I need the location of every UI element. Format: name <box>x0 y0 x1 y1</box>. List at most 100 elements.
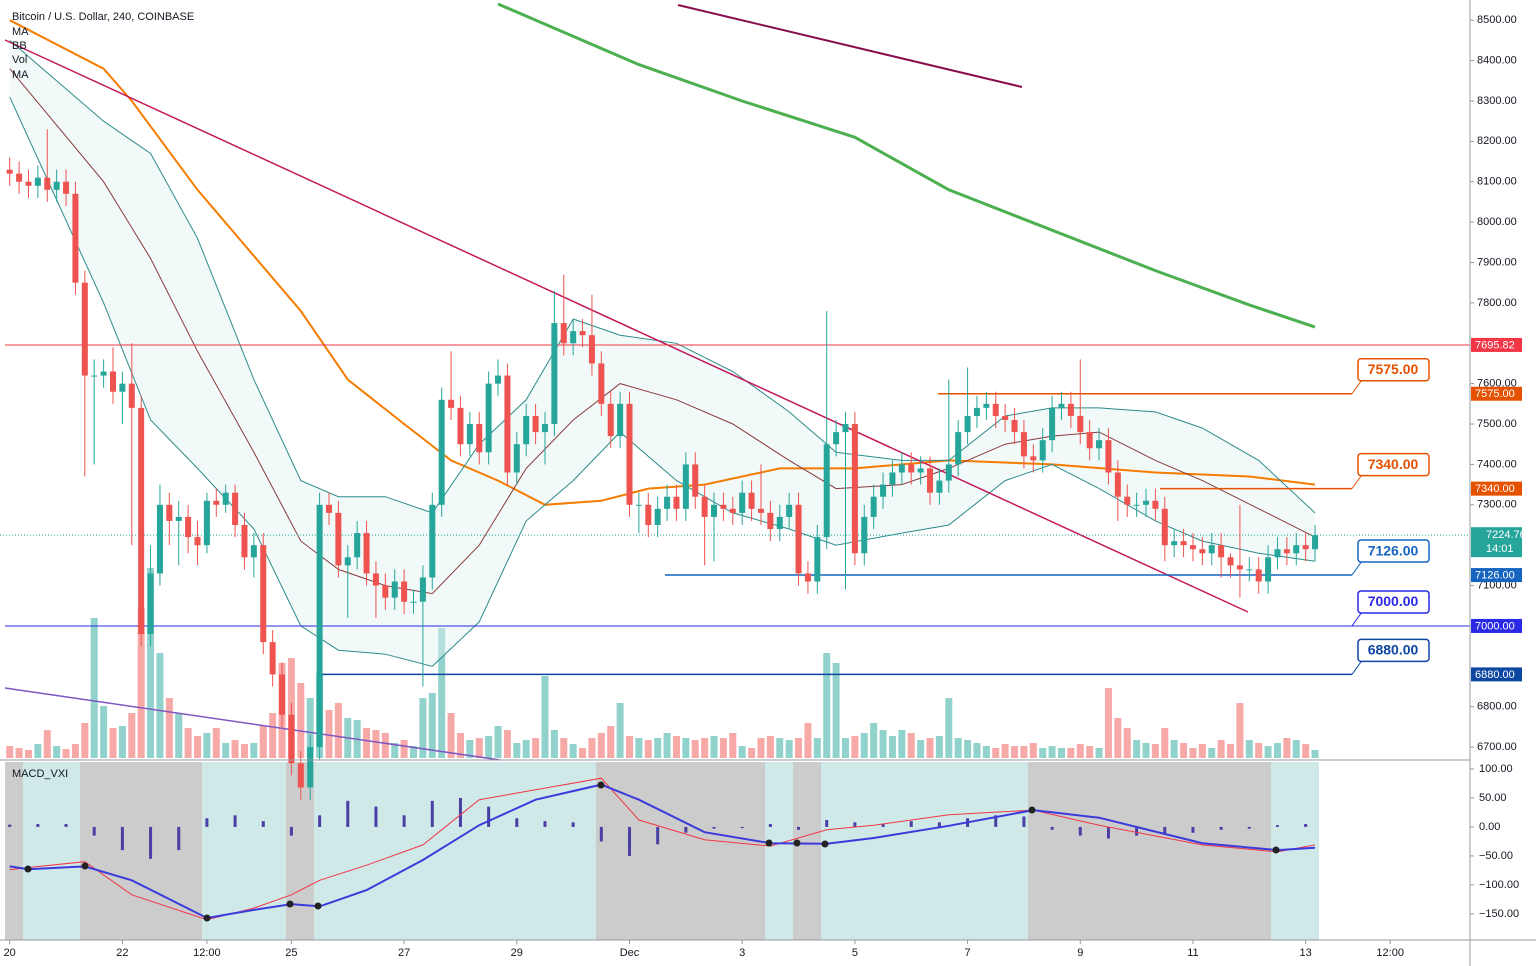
volume-bar <box>522 740 530 758</box>
candle-body <box>851 424 858 554</box>
candle-body <box>579 331 586 336</box>
candle-body <box>1293 545 1300 554</box>
macd-histogram-bar <box>177 826 181 851</box>
candle-body <box>626 403 633 505</box>
volume-bar <box>1283 738 1291 758</box>
candle-body <box>316 504 323 748</box>
volume-bar <box>410 746 418 758</box>
y-tick-label: 7100.00 <box>1477 579 1517 591</box>
candle-body <box>1011 419 1018 433</box>
overlay-line <box>9 96 1316 667</box>
macd-histogram-bar <box>768 824 772 827</box>
macd-histogram-bar <box>628 826 632 856</box>
candle-body <box>945 464 952 481</box>
y-tick-label: 8300.00 <box>1477 95 1517 107</box>
trend-line <box>4 687 501 761</box>
candle-body <box>6 169 13 174</box>
volume-bar <box>1142 743 1150 758</box>
macd-histogram-bar <box>937 822 941 827</box>
volume-bar <box>334 703 342 758</box>
volume-bar <box>1086 746 1094 758</box>
volume-bar <box>485 736 493 758</box>
callout <box>1351 660 1363 675</box>
callout-label: 7340.00 <box>1368 456 1419 472</box>
volume-bar <box>1076 744 1084 758</box>
volume-bar <box>870 723 878 758</box>
volume-bar <box>1104 688 1112 758</box>
countdown-label: 14:01 <box>1486 543 1514 555</box>
price-badge <box>1471 481 1522 496</box>
candle-body <box>983 403 990 408</box>
volume-bar <box>588 738 596 758</box>
volume-bar <box>691 740 699 758</box>
volume-bar <box>879 730 887 758</box>
volume-bar <box>53 746 61 758</box>
volume-bar <box>147 568 155 758</box>
macd-histogram-bar <box>740 826 744 829</box>
volume-bar <box>269 713 277 758</box>
candle-body <box>776 516 783 530</box>
cross-dot <box>24 865 32 873</box>
volume-bar <box>391 743 399 758</box>
x-tick-label: 12:00 <box>193 947 221 959</box>
candle-body <box>485 383 492 453</box>
volume-bar <box>541 676 549 758</box>
macd-y-tick-label: 100.00 <box>1479 763 1513 775</box>
volume-bar <box>898 730 906 758</box>
candle-body <box>1020 432 1027 457</box>
volume-bar <box>325 710 333 758</box>
candle-body <box>1143 500 1150 505</box>
candle-body <box>927 468 934 493</box>
volume-bar <box>851 736 859 758</box>
volume-bar <box>917 740 925 758</box>
price-badge <box>1471 386 1522 401</box>
candle-body <box>786 504 793 517</box>
volume-bar <box>109 728 117 758</box>
macd-line <box>9 783 1316 920</box>
levels: 7575.00 7340.00 7126.00 7000.00 6880.00 <box>0 344 1470 676</box>
macd-signal-line <box>9 777 1316 921</box>
volume-bar <box>118 726 126 758</box>
y-tick-label: 8000.00 <box>1477 216 1517 228</box>
callout-label: 7000.00 <box>1368 593 1419 609</box>
candle-body <box>1189 545 1196 550</box>
macd-histogram-bar <box>571 822 575 827</box>
volume-bar <box>81 723 89 758</box>
candle-body <box>833 432 840 445</box>
y-tick-label: 7500.00 <box>1477 418 1517 430</box>
callout-box <box>1357 452 1430 477</box>
callout-box <box>1357 590 1430 614</box>
y-tick-label: 8200.00 <box>1477 135 1517 147</box>
volume-bar <box>1161 728 1169 758</box>
volume-bar <box>259 726 267 758</box>
candle-body <box>739 492 746 513</box>
volume-bar <box>776 738 784 758</box>
indicator-label: Vol <box>12 54 27 66</box>
cross-dot <box>314 902 322 910</box>
x-tick-label: 11 <box>1187 947 1198 959</box>
candle-body <box>119 383 126 392</box>
candle-body <box>457 407 464 445</box>
macd-histogram-bar <box>120 826 124 851</box>
volume-bar <box>222 743 230 758</box>
volume-bar <box>841 738 849 758</box>
volume-bar <box>381 733 389 758</box>
cross-dot <box>81 862 89 870</box>
price-badge <box>1471 618 1522 633</box>
candle-body <box>100 371 107 376</box>
cross-dot <box>286 900 294 908</box>
candle-body <box>729 508 736 513</box>
x-tick-label: 25 <box>285 947 297 959</box>
candle-body <box>476 424 483 453</box>
macd-histogram-bar <box>1163 826 1167 834</box>
candle-body <box>1133 504 1140 506</box>
macd-histogram-bar <box>599 826 603 842</box>
volume-bar <box>428 693 436 758</box>
volume-bar <box>15 748 23 758</box>
candle-body <box>1246 569 1253 571</box>
callout-box <box>1357 357 1430 382</box>
candle-body <box>1283 549 1290 554</box>
volume-bar <box>738 746 746 758</box>
x-tick-label: 5 <box>852 947 858 959</box>
volume-bar <box>466 740 474 758</box>
